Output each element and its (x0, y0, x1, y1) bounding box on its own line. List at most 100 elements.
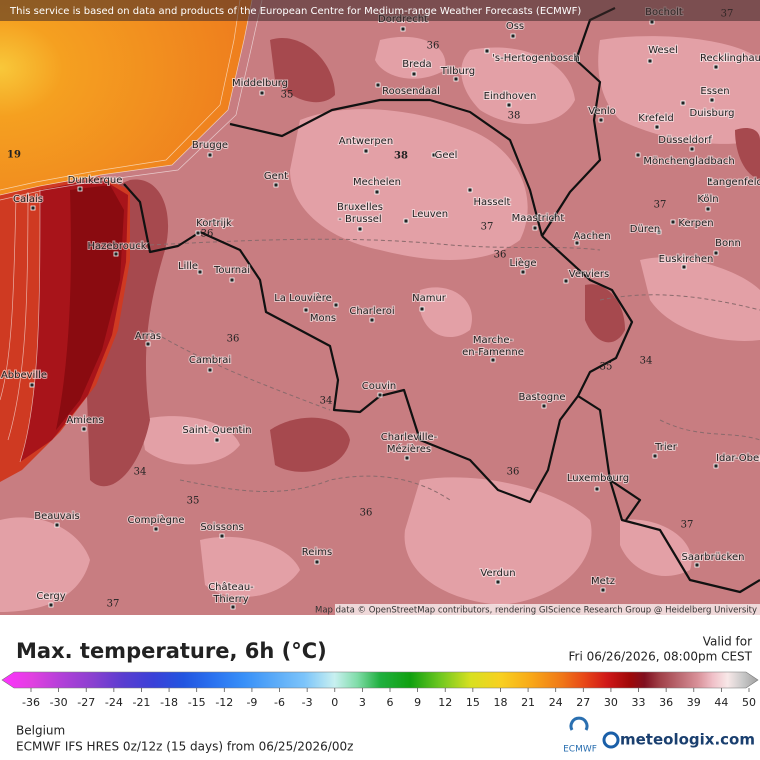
city-label: Bruxelles (337, 202, 383, 213)
city-label: en-Famenne (462, 347, 524, 358)
legend-panel: Max. temperature, 6h (°C) Valid for Fri … (1, 635, 759, 755)
city-label: Essen (700, 86, 729, 97)
city-label: Mons (310, 313, 336, 324)
city-label: Bastogne (518, 392, 565, 403)
city-label: Mönchengladbach (643, 156, 734, 167)
city-marker (574, 240, 580, 246)
city-label: Marche- (473, 335, 514, 346)
city-marker (652, 453, 658, 459)
city-marker (303, 307, 309, 313)
city-marker (419, 306, 425, 312)
city-marker (707, 177, 713, 183)
city-marker (467, 187, 473, 193)
city-marker (713, 463, 719, 469)
city-marker (563, 278, 569, 284)
city-label: Charleville- (381, 432, 438, 443)
city-marker (520, 269, 526, 275)
colorbar-tick-label: -30 (50, 696, 68, 709)
city-label: Arras (135, 331, 161, 342)
region: Belgium (16, 724, 65, 738)
city-marker (541, 403, 547, 409)
city-marker (377, 392, 383, 398)
city-marker (153, 526, 159, 532)
city-label: Hasselt (474, 197, 511, 208)
brand-text: meteologix.com (620, 731, 755, 749)
contour-label: 36 (201, 229, 214, 240)
city-label: Trier (654, 442, 678, 453)
city-label: Beauvais (34, 511, 80, 522)
contour-label: 36 (227, 334, 240, 345)
city-label: Kerpen (678, 218, 713, 229)
city-label: Metz (591, 576, 615, 587)
colorbar-ticks: -36 -30 -27 -24 -21 -18 -15 -12 -9 -6 -3 0 3 6 9 12 15 18… (22, 688, 756, 709)
city-label: Roosendaal (382, 86, 440, 97)
colorbar-tick-label: 50 (742, 696, 756, 709)
city-marker (214, 437, 220, 443)
city-label: Thierry (212, 594, 248, 605)
city-marker (484, 48, 490, 54)
city-label: La Louvière (274, 292, 332, 304)
city-marker (654, 124, 660, 130)
cities: DordrechtOssBocholtBredaTilburg's-Hertog… (0, 6, 760, 610)
city-marker (680, 100, 686, 106)
city-label: Venlo (588, 106, 615, 117)
city-label: Tournai (213, 265, 250, 276)
city-label: Oss (506, 21, 524, 32)
map: DordrechtOssBocholtBredaTilburg's-Hertog… (0, 0, 760, 615)
contour-label: 34 (320, 396, 333, 407)
city-label: Compiègne (128, 514, 185, 526)
city-marker (369, 317, 375, 323)
contour-label: 37 (107, 599, 120, 610)
city-label: Calais (13, 194, 43, 205)
contour-label: 36 (494, 250, 507, 261)
city-label: Verdun (480, 568, 515, 579)
city-marker (29, 382, 35, 388)
colorbar-tick-label: 15 (466, 696, 480, 709)
city-marker (48, 602, 54, 608)
colorbar-tick-label: 6 (387, 696, 394, 709)
city-label: Mechelen (353, 177, 401, 188)
banner: This service is based on data and produc… (9, 6, 581, 17)
city-marker (635, 152, 641, 158)
city-marker (357, 226, 363, 232)
contour-label: 35 (281, 90, 294, 101)
city-label: Dunkerque (68, 175, 123, 186)
city-label: Bonn (715, 238, 741, 249)
city-label: Breda (402, 59, 431, 70)
valid-time: Fri 06/26/2026, 08:00pm CEST (568, 650, 752, 664)
contour-label: 37 (654, 200, 667, 211)
contour-label: 37 (681, 520, 694, 531)
city-marker (333, 302, 339, 308)
city-marker (404, 455, 410, 461)
city-marker (219, 533, 225, 539)
city-marker (195, 230, 201, 236)
city-marker (197, 269, 203, 275)
city-label: Antwerpen (339, 136, 393, 147)
colorbar-tick-label: 33 (632, 696, 646, 709)
model-info: ECMWF IFS HRES 0z/12z (15 days) from 06/… (16, 740, 353, 754)
contour-label: 34 (134, 467, 147, 478)
city-label: Soissons (200, 522, 243, 533)
city-label: Krefeld (638, 113, 673, 124)
city-label: Euskirchen (659, 254, 714, 265)
city-label: Amiens (66, 415, 103, 426)
brand: meteologix.com (602, 731, 755, 749)
colorbar-tick-label: -18 (160, 696, 178, 709)
city-marker (510, 33, 516, 39)
city-marker (647, 58, 653, 64)
city-marker (314, 559, 320, 565)
city-label: Verviers (569, 269, 610, 280)
city-label: Kortrijk (196, 218, 232, 229)
city-label: - Brussel (338, 214, 381, 225)
city-marker (77, 186, 83, 192)
city-marker (54, 522, 60, 528)
city-marker (709, 97, 715, 103)
city-label: Abbeville (1, 370, 47, 381)
city-label: Brugge (192, 140, 228, 151)
brand-mark (602, 731, 620, 749)
city-label: Wesel (648, 45, 678, 56)
colorbar-tick-label: 0 (331, 696, 338, 709)
colorbar-tick-label: -36 (22, 696, 40, 709)
city-label: Idar-Oberstein (716, 453, 760, 464)
contour-label: 38 (508, 111, 521, 122)
